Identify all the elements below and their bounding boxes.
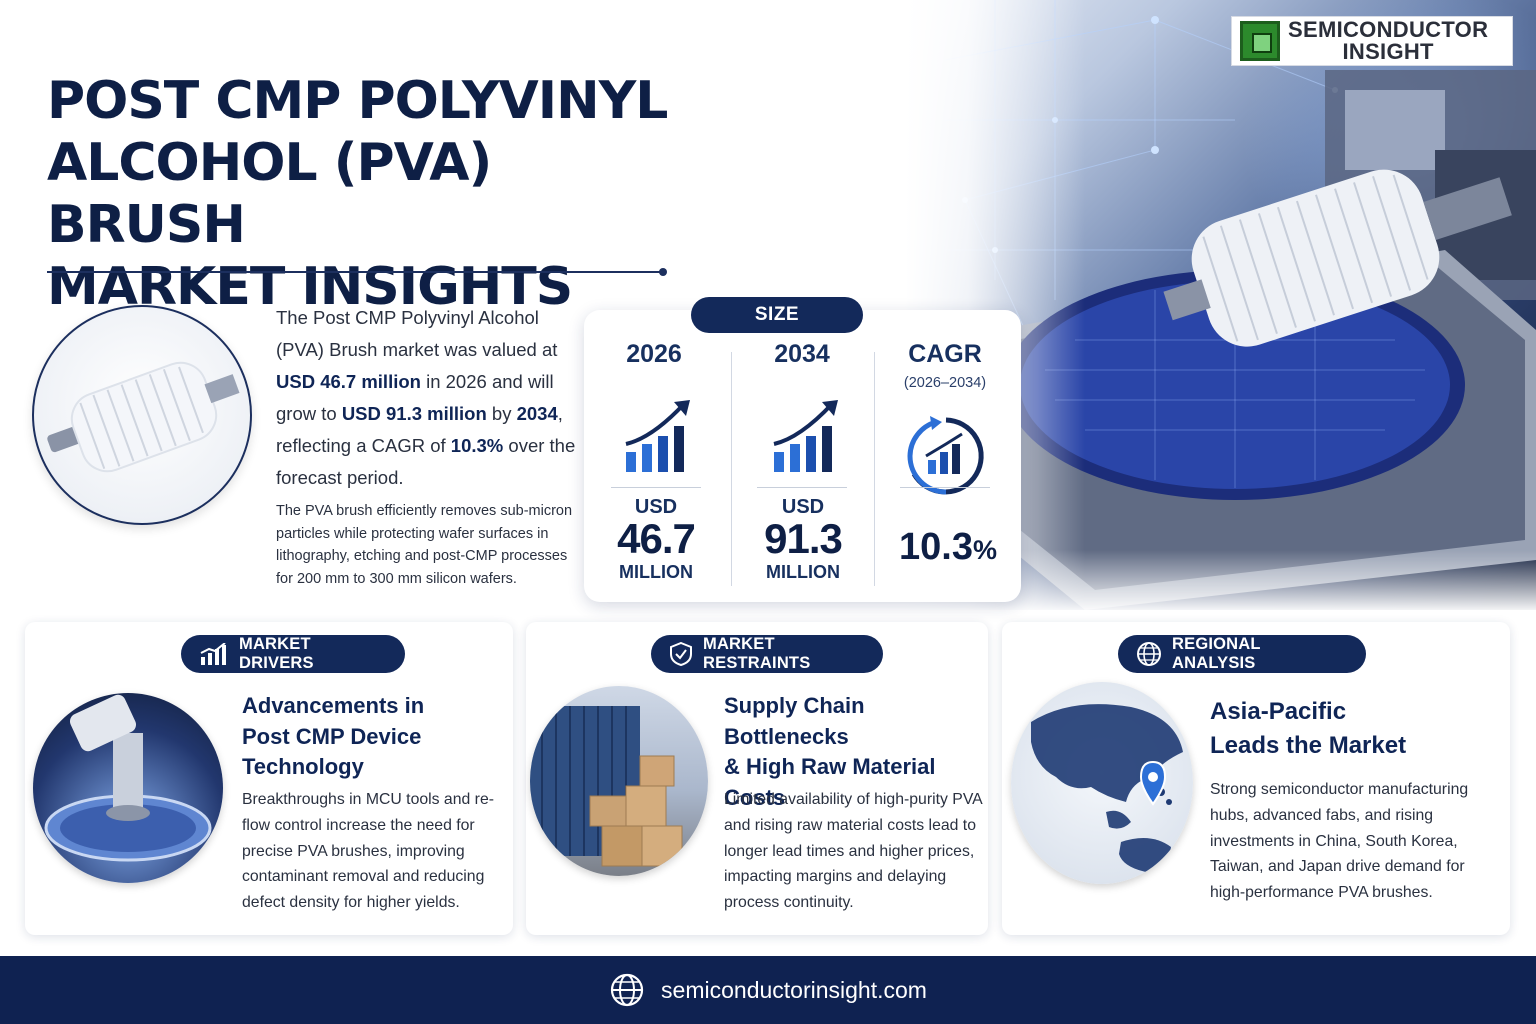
- market-restraints-label: MARKET RESTRAINTS: [651, 635, 883, 673]
- size-rule: [900, 487, 990, 488]
- summary-text: in 2026 and will grow to: [276, 371, 554, 424]
- market-description: The PVA brush efficiently removes sub-mi…: [276, 503, 573, 587]
- market-restraints-pill-text: MARKET RESTRAINTS: [703, 635, 811, 672]
- regional-analysis-label: REGIONAL ANALYSIS: [1118, 635, 1366, 673]
- market-restraints-title-line: & High Raw Material: [724, 754, 936, 779]
- summary-text: by: [486, 403, 517, 424]
- map-pin-icon: [1139, 760, 1167, 806]
- page-title-line2: ALCOHOL (PVA) BRUSH: [47, 133, 492, 255]
- page-title-line1: POST CMP POLYVINYL: [47, 71, 668, 131]
- market-restraints-text: Limited availability of high-purity PVA …: [724, 791, 982, 912]
- footer: semiconductorinsight.com: [0, 956, 1536, 1024]
- cagr-number: 10.3: [899, 526, 973, 568]
- size-value-2026: 46.7: [617, 515, 696, 562]
- summary-text: , reflecting a CAGR of: [276, 403, 563, 456]
- size-currency-2034: USD: [781, 496, 825, 518]
- supply-chain-image: [530, 686, 708, 876]
- size-divider: [874, 352, 875, 586]
- page-title: POST CMP POLYVINYL ALCOHOL (PVA) BRUSH M…: [47, 70, 687, 318]
- summary-year: 2034: [516, 403, 558, 424]
- size-card: [584, 310, 1021, 602]
- size-col-2034: 2034: [732, 340, 872, 369]
- bar-chart-icon: [200, 643, 226, 665]
- market-summary: The Post CMP Polyvinyl Alcohol (PVA) Bru…: [276, 302, 576, 494]
- regional-analysis-title-line: Leads the Market: [1210, 732, 1407, 759]
- market-drivers-title-line: Technology: [242, 754, 364, 779]
- cmp-tool-illustration: [44, 694, 212, 862]
- cagr-value: 10.3%: [878, 526, 1018, 569]
- globe-icon: [1137, 642, 1161, 666]
- size-label: SIZE: [691, 297, 863, 333]
- cagr-label: CAGR: [908, 340, 982, 368]
- pva-brush-illustration: [47, 361, 240, 473]
- cagr-percent-sign: %: [972, 535, 997, 565]
- market-drivers-title-line: Post CMP Device: [242, 723, 422, 749]
- market-drivers-label: MARKET DRIVERS: [181, 635, 405, 673]
- summary-value-2026: USD 46.7 million: [276, 371, 421, 392]
- size-currency-2026: USD: [634, 496, 678, 518]
- summary-value-2034: USD 91.3 million: [341, 403, 487, 424]
- brand-logo-text: SEMICONDUCTOR INSIGHT: [1288, 19, 1488, 63]
- cagr-cycle-icon: [907, 416, 984, 495]
- market-drivers-title: Advancements in Post CMP Device Technolo…: [242, 691, 502, 783]
- cmp-tool-image: [33, 693, 223, 883]
- size-rule: [757, 487, 847, 488]
- market-drivers-pill-text: MARKET DRIVERS: [239, 635, 314, 672]
- market-restraints-title-line: Supply Chain Bottlenecks: [724, 693, 865, 749]
- product-image: [32, 305, 252, 525]
- title-divider: [47, 271, 663, 273]
- summary-text: over the forecast period.: [276, 435, 576, 488]
- asia-map-illustration: [1031, 704, 1183, 872]
- market-drivers-title-line: Advancements in: [242, 693, 425, 718]
- growth-chart-icon: [773, 400, 838, 472]
- regional-analysis-text: Strong semiconductor manufacturing hubs,…: [1210, 781, 1469, 902]
- market-drivers-text: Breakthroughs in MCU tools and re-flow c…: [242, 791, 494, 912]
- summary-cagr: 10.3%: [450, 435, 504, 456]
- shield-icon: [670, 642, 692, 666]
- size-divider: [731, 352, 732, 586]
- size-rule: [611, 487, 701, 488]
- size-value-2034: 91.3: [764, 515, 843, 562]
- growth-chart-icon: [625, 400, 690, 472]
- summary-text: The Post CMP Polyvinyl Alcohol (PVA) Bru…: [276, 307, 558, 360]
- title-divider-dot: [659, 268, 667, 276]
- brand-logo[interactable]: SEMICONDUCTOR INSIGHT: [1231, 16, 1513, 66]
- size-unit-2026: MILLION: [619, 562, 693, 582]
- market-restraints-title: Supply Chain Bottlenecks & High Raw Mate…: [724, 691, 984, 813]
- size-col-2026: 2026: [584, 340, 724, 369]
- size-unit-2034: MILLION: [766, 562, 840, 582]
- size-year-2026: 2026: [626, 340, 682, 368]
- size-year-2034: 2034: [774, 340, 830, 368]
- globe-icon: [610, 973, 644, 1007]
- regional-analysis-title-line: Asia-Pacific: [1210, 698, 1347, 725]
- brand-logo-line1: SEMICONDUCTOR: [1288, 17, 1489, 42]
- chip-logo-icon: [1240, 21, 1280, 61]
- hero-illustration: [934, 0, 1536, 610]
- footer-bar: [0, 956, 1536, 1024]
- regional-analysis-pill-text: REGIONAL ANALYSIS: [1172, 635, 1261, 672]
- size-col-cagr: CAGR (2026–2034): [875, 340, 1015, 391]
- footer-website-link[interactable]: semiconductorinsight.com: [661, 976, 927, 1003]
- cagr-range: (2026–2034): [903, 375, 987, 391]
- brand-logo-line2: INSIGHT: [1342, 39, 1434, 64]
- asia-pacific-map: [1011, 682, 1193, 884]
- regional-analysis-title: Asia-Pacific Leads the Market: [1210, 695, 1490, 763]
- market-restraints-title-line: Costs: [724, 784, 786, 810]
- shipping-container-illustration: [530, 706, 683, 867]
